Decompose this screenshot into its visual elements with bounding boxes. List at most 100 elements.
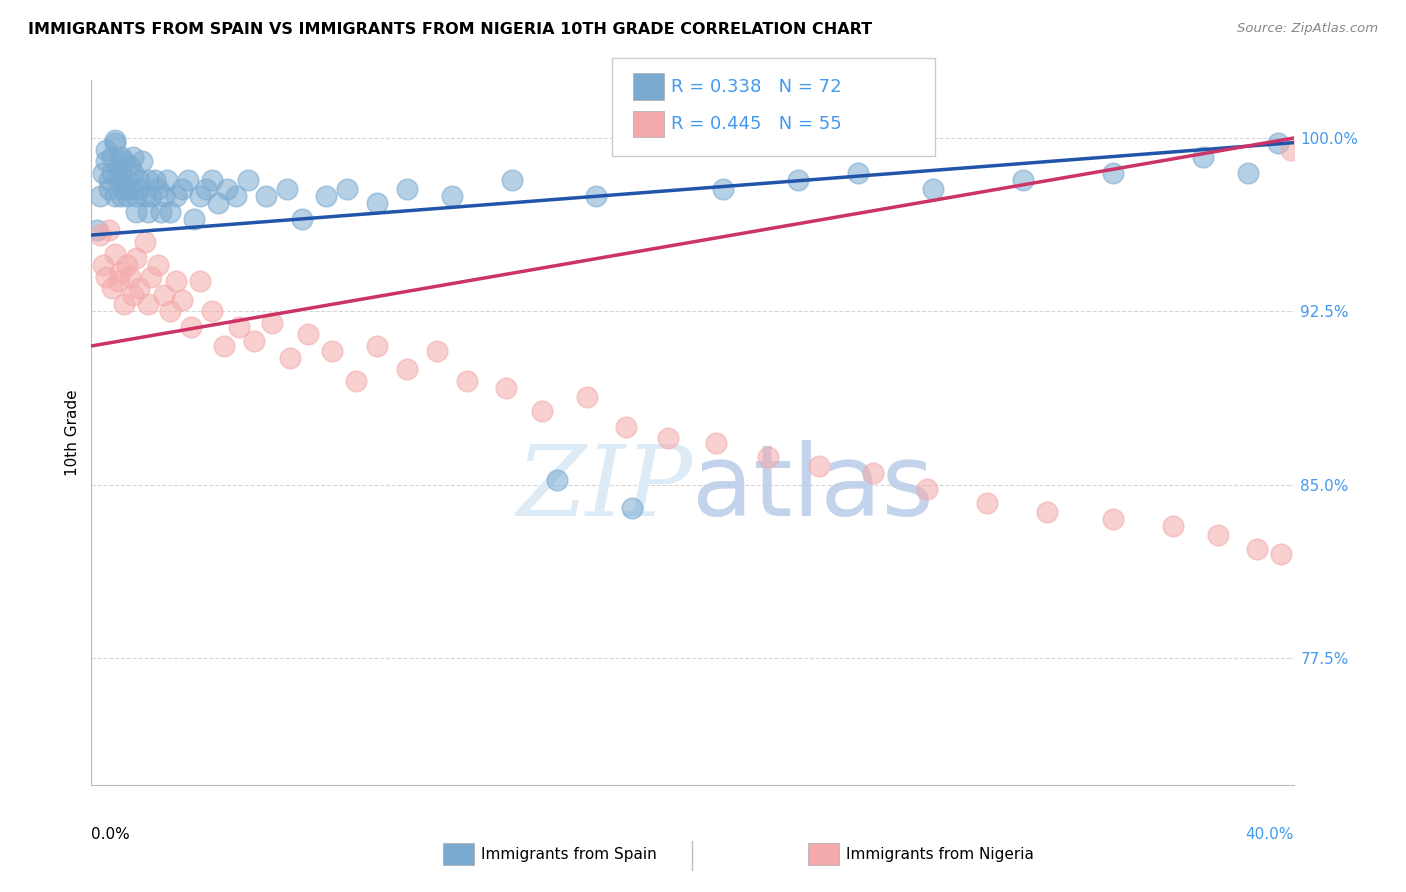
Text: R = 0.445   N = 55: R = 0.445 N = 55: [671, 115, 841, 133]
Point: [138, 297, 160, 311]
Text: ZIP: ZIP: [516, 442, 692, 537]
Point: [122, 166, 145, 180]
Point: [89, 189, 111, 203]
Point: [131, 154, 153, 169]
Point: [212, 339, 235, 353]
Point: [122, 149, 145, 163]
Point: [922, 182, 945, 196]
Point: [236, 172, 259, 186]
Point: [159, 205, 181, 219]
Text: Source: ZipAtlas.com: Source: ZipAtlas.com: [1237, 22, 1378, 36]
Point: [134, 189, 156, 203]
Point: [807, 459, 830, 474]
Point: [107, 274, 129, 288]
Point: [786, 172, 808, 186]
Point: [110, 149, 132, 163]
Point: [1036, 505, 1059, 519]
Point: [194, 182, 217, 196]
Point: [125, 189, 148, 203]
Point: [96, 154, 118, 169]
Point: [96, 269, 118, 284]
Point: [501, 172, 523, 186]
Point: [146, 258, 169, 272]
Point: [114, 154, 136, 169]
Point: [756, 450, 779, 464]
Point: [93, 258, 115, 272]
Point: [89, 228, 111, 243]
Point: [114, 182, 136, 196]
Point: [531, 403, 554, 417]
Point: [138, 172, 160, 186]
Point: [188, 189, 211, 203]
Text: 0.0%: 0.0%: [91, 827, 131, 842]
Point: [1102, 166, 1125, 180]
Point: [110, 189, 132, 203]
Point: [188, 274, 211, 288]
Text: R = 0.338   N = 72: R = 0.338 N = 72: [671, 78, 841, 95]
Point: [128, 172, 150, 186]
Text: atlas: atlas: [692, 441, 934, 538]
Point: [242, 334, 264, 349]
Point: [117, 189, 139, 203]
Point: [915, 482, 938, 496]
Point: [201, 172, 224, 186]
Point: [159, 304, 181, 318]
Point: [110, 166, 132, 180]
Point: [110, 265, 132, 279]
Point: [225, 189, 247, 203]
Point: [141, 189, 163, 203]
Point: [107, 159, 129, 173]
Point: [426, 343, 449, 358]
Point: [101, 166, 124, 180]
Point: [180, 320, 202, 334]
Point: [278, 351, 301, 365]
Point: [152, 288, 174, 302]
Point: [321, 343, 343, 358]
Point: [128, 182, 150, 196]
Point: [366, 339, 388, 353]
Point: [336, 182, 359, 196]
Point: [128, 281, 150, 295]
Point: [101, 149, 124, 163]
Point: [149, 205, 172, 219]
Point: [546, 473, 568, 487]
Point: [117, 172, 139, 186]
Point: [706, 436, 728, 450]
Point: [395, 182, 418, 196]
Point: [138, 205, 160, 219]
Point: [297, 327, 319, 342]
Point: [976, 496, 998, 510]
Point: [170, 293, 193, 307]
Point: [1012, 172, 1035, 186]
Point: [98, 182, 121, 196]
Text: 40.0%: 40.0%: [1246, 827, 1294, 842]
Point: [228, 320, 250, 334]
Point: [98, 172, 121, 186]
Point: [862, 466, 884, 480]
Point: [104, 189, 127, 203]
Point: [104, 133, 127, 147]
Point: [1267, 136, 1289, 150]
Point: [165, 274, 187, 288]
Point: [576, 390, 599, 404]
Point: [1246, 542, 1268, 557]
Point: [117, 258, 139, 272]
Point: [291, 211, 314, 226]
Point: [456, 374, 478, 388]
Point: [711, 182, 734, 196]
Point: [146, 182, 169, 196]
Point: [96, 143, 118, 157]
Point: [125, 251, 148, 265]
Point: [440, 189, 463, 203]
Point: [104, 136, 127, 150]
Point: [495, 380, 517, 394]
Point: [621, 500, 644, 515]
Point: [1279, 143, 1302, 157]
Point: [120, 269, 142, 284]
Point: [155, 172, 177, 186]
Point: [366, 195, 388, 210]
Text: Immigrants from Spain: Immigrants from Spain: [481, 847, 657, 862]
Point: [141, 269, 163, 284]
Point: [120, 182, 142, 196]
Point: [260, 316, 283, 330]
